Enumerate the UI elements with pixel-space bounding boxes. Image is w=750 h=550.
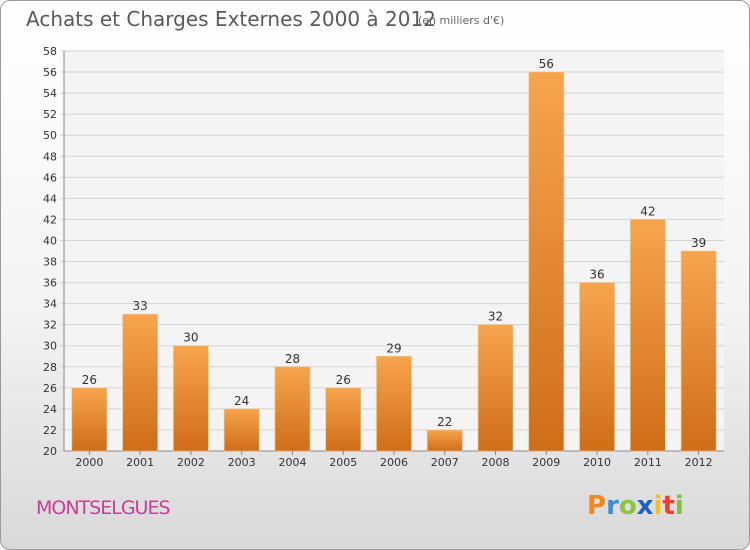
y-tick-label: 36 (43, 277, 57, 290)
x-tick-label: 2004 (278, 456, 306, 469)
bar (477, 324, 514, 452)
bar-value-label: 33 (133, 299, 148, 313)
logo-letter: P (587, 491, 607, 521)
x-tick-label: 2005 (329, 456, 357, 469)
bar (528, 71, 565, 452)
y-tick-label: 20 (43, 445, 57, 458)
y-tick-label: 32 (43, 319, 57, 332)
y-tick-label: 34 (43, 298, 57, 311)
bar (223, 408, 260, 452)
x-tick-label: 2001 (126, 456, 154, 469)
x-tick-label: 2003 (228, 456, 256, 469)
x-tick-label: 2006 (380, 456, 408, 469)
y-tick-label: 52 (43, 108, 57, 121)
bar-value-label: 29 (386, 341, 401, 355)
bar (630, 219, 666, 452)
x-tick-label: 2008 (482, 456, 510, 469)
x-tick-label: 2007 (431, 456, 459, 469)
y-tick-label: 46 (43, 171, 57, 184)
bar-value-label: 42 (640, 204, 655, 218)
bar-value-label: 36 (589, 268, 604, 282)
logo-letter: i (653, 491, 663, 521)
y-tick-label: 42 (43, 213, 57, 226)
y-tick-label: 30 (43, 340, 57, 353)
bar-value-label: 30 (183, 331, 198, 345)
y-tick-label: 44 (43, 192, 57, 205)
x-tick-label: 2010 (583, 456, 611, 469)
bar-value-label: 26 (82, 373, 97, 387)
bar (122, 313, 158, 452)
bar (274, 366, 311, 452)
logo-letter: i (674, 491, 684, 521)
bar-value-label: 26 (336, 373, 351, 387)
y-tick-label: 24 (43, 403, 57, 416)
proxiti-logo: Proxiti (587, 491, 684, 521)
chart-subtitle: (en milliers d'€) (418, 14, 505, 27)
bar (325, 387, 362, 452)
x-tick-label: 2000 (75, 456, 103, 469)
y-tick-label: 28 (43, 361, 57, 374)
y-tick-label: 58 (43, 45, 57, 58)
y-tick-label: 38 (43, 256, 57, 269)
bar-value-label: 56 (539, 57, 554, 71)
y-tick-label: 26 (43, 382, 57, 395)
y-tick-label: 54 (43, 87, 57, 100)
bar-value-label: 24 (234, 394, 249, 408)
logo-letter: t (662, 491, 675, 521)
x-tick-label: 2011 (634, 456, 662, 469)
commune-name: MONTSELGUES (36, 497, 171, 519)
x-tick-label: 2012 (685, 456, 713, 469)
y-tick-label: 22 (43, 424, 57, 437)
bar-value-label: 32 (488, 310, 503, 324)
bar (173, 345, 209, 452)
logo-letter: r (606, 491, 619, 521)
logo-letter: o (618, 491, 637, 521)
y-tick-label: 56 (43, 66, 57, 79)
bar-value-label: 22 (437, 415, 452, 429)
x-tick-label: 2009 (532, 456, 560, 469)
bar (680, 250, 717, 452)
bar (71, 387, 108, 452)
bar (579, 282, 615, 452)
bar (376, 355, 412, 452)
bar (426, 429, 463, 452)
x-tick-label: 2002 (177, 456, 205, 469)
y-tick-label: 50 (43, 129, 57, 142)
chart-title: Achats et Charges Externes 2000 à 2012 (26, 7, 436, 31)
logo-letter: x (636, 491, 654, 521)
bar-value-label: 28 (285, 352, 300, 366)
bar-value-label: 39 (691, 236, 706, 250)
y-tick-label: 48 (43, 150, 57, 163)
y-tick-label: 40 (43, 234, 57, 247)
